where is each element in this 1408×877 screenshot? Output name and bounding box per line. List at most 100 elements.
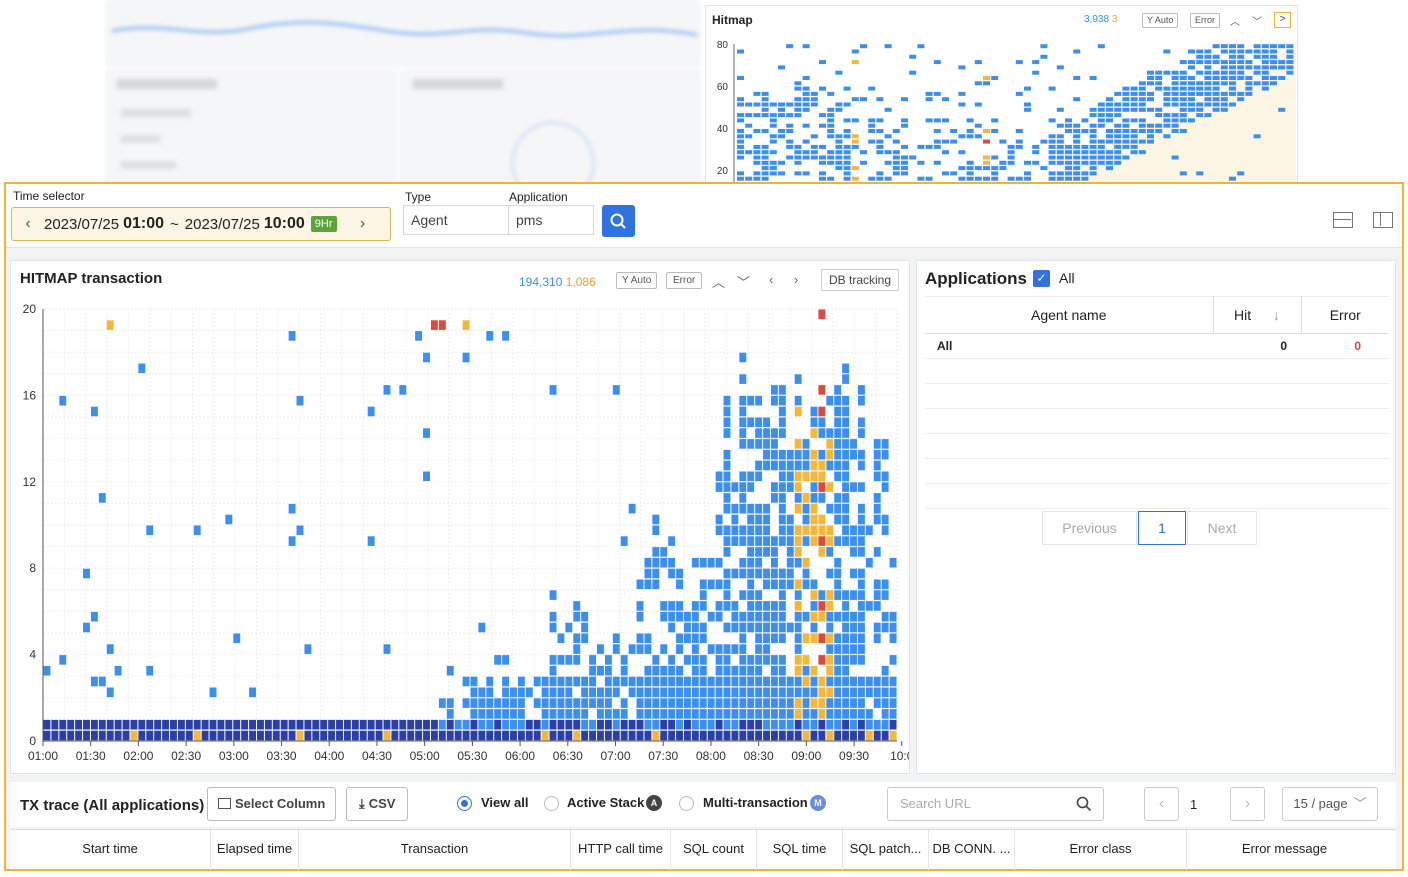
multi-transaction-label[interactable]: Multi-transaction — [703, 795, 808, 810]
mini-cell — [1196, 113, 1204, 118]
select-column-button[interactable]: Select Column — [207, 787, 337, 821]
previous-button[interactable]: Previous — [1042, 511, 1137, 545]
mini-cell — [1097, 160, 1105, 165]
hitmap-cell — [241, 719, 249, 730]
mini-cell — [1245, 86, 1253, 91]
hitmap-cell — [794, 482, 802, 492]
layout-rows-icon[interactable] — [1333, 212, 1353, 228]
time-selector[interactable]: ‹ 2023/07/25 01:00 ~ 2023/07/25 10:00 9H… — [11, 207, 391, 241]
time-end-time[interactable]: 10:00 — [263, 215, 305, 232]
mini-cell — [1188, 81, 1195, 86]
hitmap-cell — [810, 493, 818, 503]
page-size-select[interactable]: 15 / page ﹀ — [1282, 787, 1378, 821]
hitmap-cell — [691, 665, 699, 676]
hitmap-cell — [850, 687, 857, 698]
mini-chevron-up-icon[interactable]: ︿ — [1230, 17, 1240, 28]
col-transaction[interactable]: Transaction — [299, 830, 571, 870]
active-stack-radio[interactable] — [544, 796, 559, 811]
col-agent-name[interactable]: Agent name — [925, 296, 1214, 334]
mini-cell — [901, 155, 908, 160]
tx-prev-page-button[interactable]: ‹ — [1144, 787, 1179, 821]
mini-cell — [1015, 144, 1023, 149]
search-button[interactable] — [602, 205, 635, 237]
hitmap-cell — [747, 665, 755, 676]
mini-cell — [942, 118, 949, 123]
hitmap-cell — [739, 557, 747, 568]
hitmap-cell — [510, 687, 517, 698]
time-next-icon[interactable]: › — [359, 215, 366, 232]
col-start-time[interactable]: Start time — [10, 830, 211, 870]
mini-cell — [769, 150, 777, 155]
search-url-icon[interactable] — [1076, 796, 1092, 812]
mini-chevron-down-icon[interactable]: ﹀ — [1252, 17, 1262, 28]
hitmap-cell — [731, 730, 739, 741]
duration-badge[interactable]: 9Hr — [310, 216, 337, 232]
db-tracking-button[interactable]: DB tracking — [821, 269, 900, 291]
hitmap-cell — [723, 547, 731, 557]
col-error-class[interactable]: Error class — [1015, 830, 1187, 870]
y-scale-down-icon[interactable]: ﹀ — [737, 275, 751, 290]
time-back-icon[interactable]: ‹ — [769, 272, 774, 287]
hitmap-cell — [810, 665, 818, 676]
search-url-input[interactable]: Search URL — [887, 787, 1104, 821]
hitmap-cell — [778, 601, 786, 611]
application-select[interactable]: pms — [508, 205, 594, 235]
col-elapsed-time[interactable]: Elapsed time — [211, 830, 299, 870]
table-row[interactable]: All 0 0 — [925, 333, 1389, 359]
mini-cell — [753, 113, 761, 118]
col-db-conn[interactable]: DB CONN. ... — [929, 830, 1015, 870]
mini-cell — [843, 176, 851, 181]
hitmap-cell — [770, 395, 778, 406]
mini-cell — [1040, 139, 1048, 144]
active-stack-label[interactable]: Active Stack — [567, 795, 645, 810]
all-checkbox[interactable]: ✓ — [1033, 270, 1050, 287]
time-start-time[interactable]: 01:00 — [123, 215, 164, 232]
error-filter-button[interactable]: Error — [666, 272, 703, 289]
type-select[interactable]: Agent — [403, 205, 509, 235]
time-prev-icon[interactable]: ‹ — [25, 215, 31, 232]
col-sql-patch[interactable]: SQL patch... — [843, 830, 929, 870]
hitmap-cell — [573, 611, 581, 622]
mini-next-icon[interactable]: > — [1274, 12, 1291, 28]
mini-cell — [1106, 107, 1113, 112]
col-error-message[interactable]: Error message — [1241, 841, 1328, 856]
view-all-radio[interactable] — [457, 796, 472, 811]
col-sql-count[interactable]: SQL count — [671, 830, 757, 870]
col-sql-time[interactable]: SQL time — [757, 830, 843, 870]
view-all-label[interactable]: View all — [481, 795, 529, 810]
mini-error-button[interactable]: Error — [1190, 13, 1220, 28]
csv-button[interactable]: ⤓ CSV — [346, 787, 409, 821]
tx-next-page-button[interactable]: › — [1230, 787, 1265, 821]
time-forward-icon[interactable]: › — [794, 272, 799, 287]
y-scale-up-icon[interactable]: ︿ — [712, 275, 726, 290]
hitmap-cell — [826, 611, 834, 622]
col-hit[interactable]: Hit ↓ — [1213, 296, 1302, 334]
next-button[interactable]: Next — [1187, 511, 1257, 545]
hitmap-cell — [573, 676, 581, 687]
hitmap-cell — [739, 698, 747, 708]
page-1-button[interactable]: 1 — [1138, 511, 1186, 545]
hitmap-cell — [881, 730, 889, 741]
hitmap-cell — [612, 633, 620, 644]
hitmap-cell — [676, 601, 683, 611]
hitmap-cell — [731, 611, 739, 622]
hitmap-cell — [668, 687, 676, 698]
col-error[interactable]: Error — [1301, 296, 1389, 334]
hitmap-cell — [557, 730, 565, 741]
hitmap-cell — [881, 449, 889, 460]
layout-columns-icon[interactable] — [1373, 212, 1393, 228]
multi-transaction-radio[interactable] — [679, 796, 694, 811]
download-icon: ⤓ — [359, 796, 365, 811]
hitmap-cell — [589, 730, 597, 741]
col-http-call-time[interactable]: HTTP call time — [571, 830, 671, 870]
hitmap-cell — [786, 687, 794, 698]
hitmap-cell — [802, 633, 810, 644]
mini-cell — [794, 155, 802, 160]
y-auto-button[interactable]: Y Auto — [616, 272, 658, 289]
hitmap-cell — [842, 601, 850, 611]
mini-cell — [753, 91, 761, 96]
mini-y-auto-button[interactable]: Y Auto — [1142, 13, 1179, 28]
hitmap-cell — [865, 525, 873, 536]
sort-down-icon[interactable]: ↓ — [1273, 307, 1280, 323]
